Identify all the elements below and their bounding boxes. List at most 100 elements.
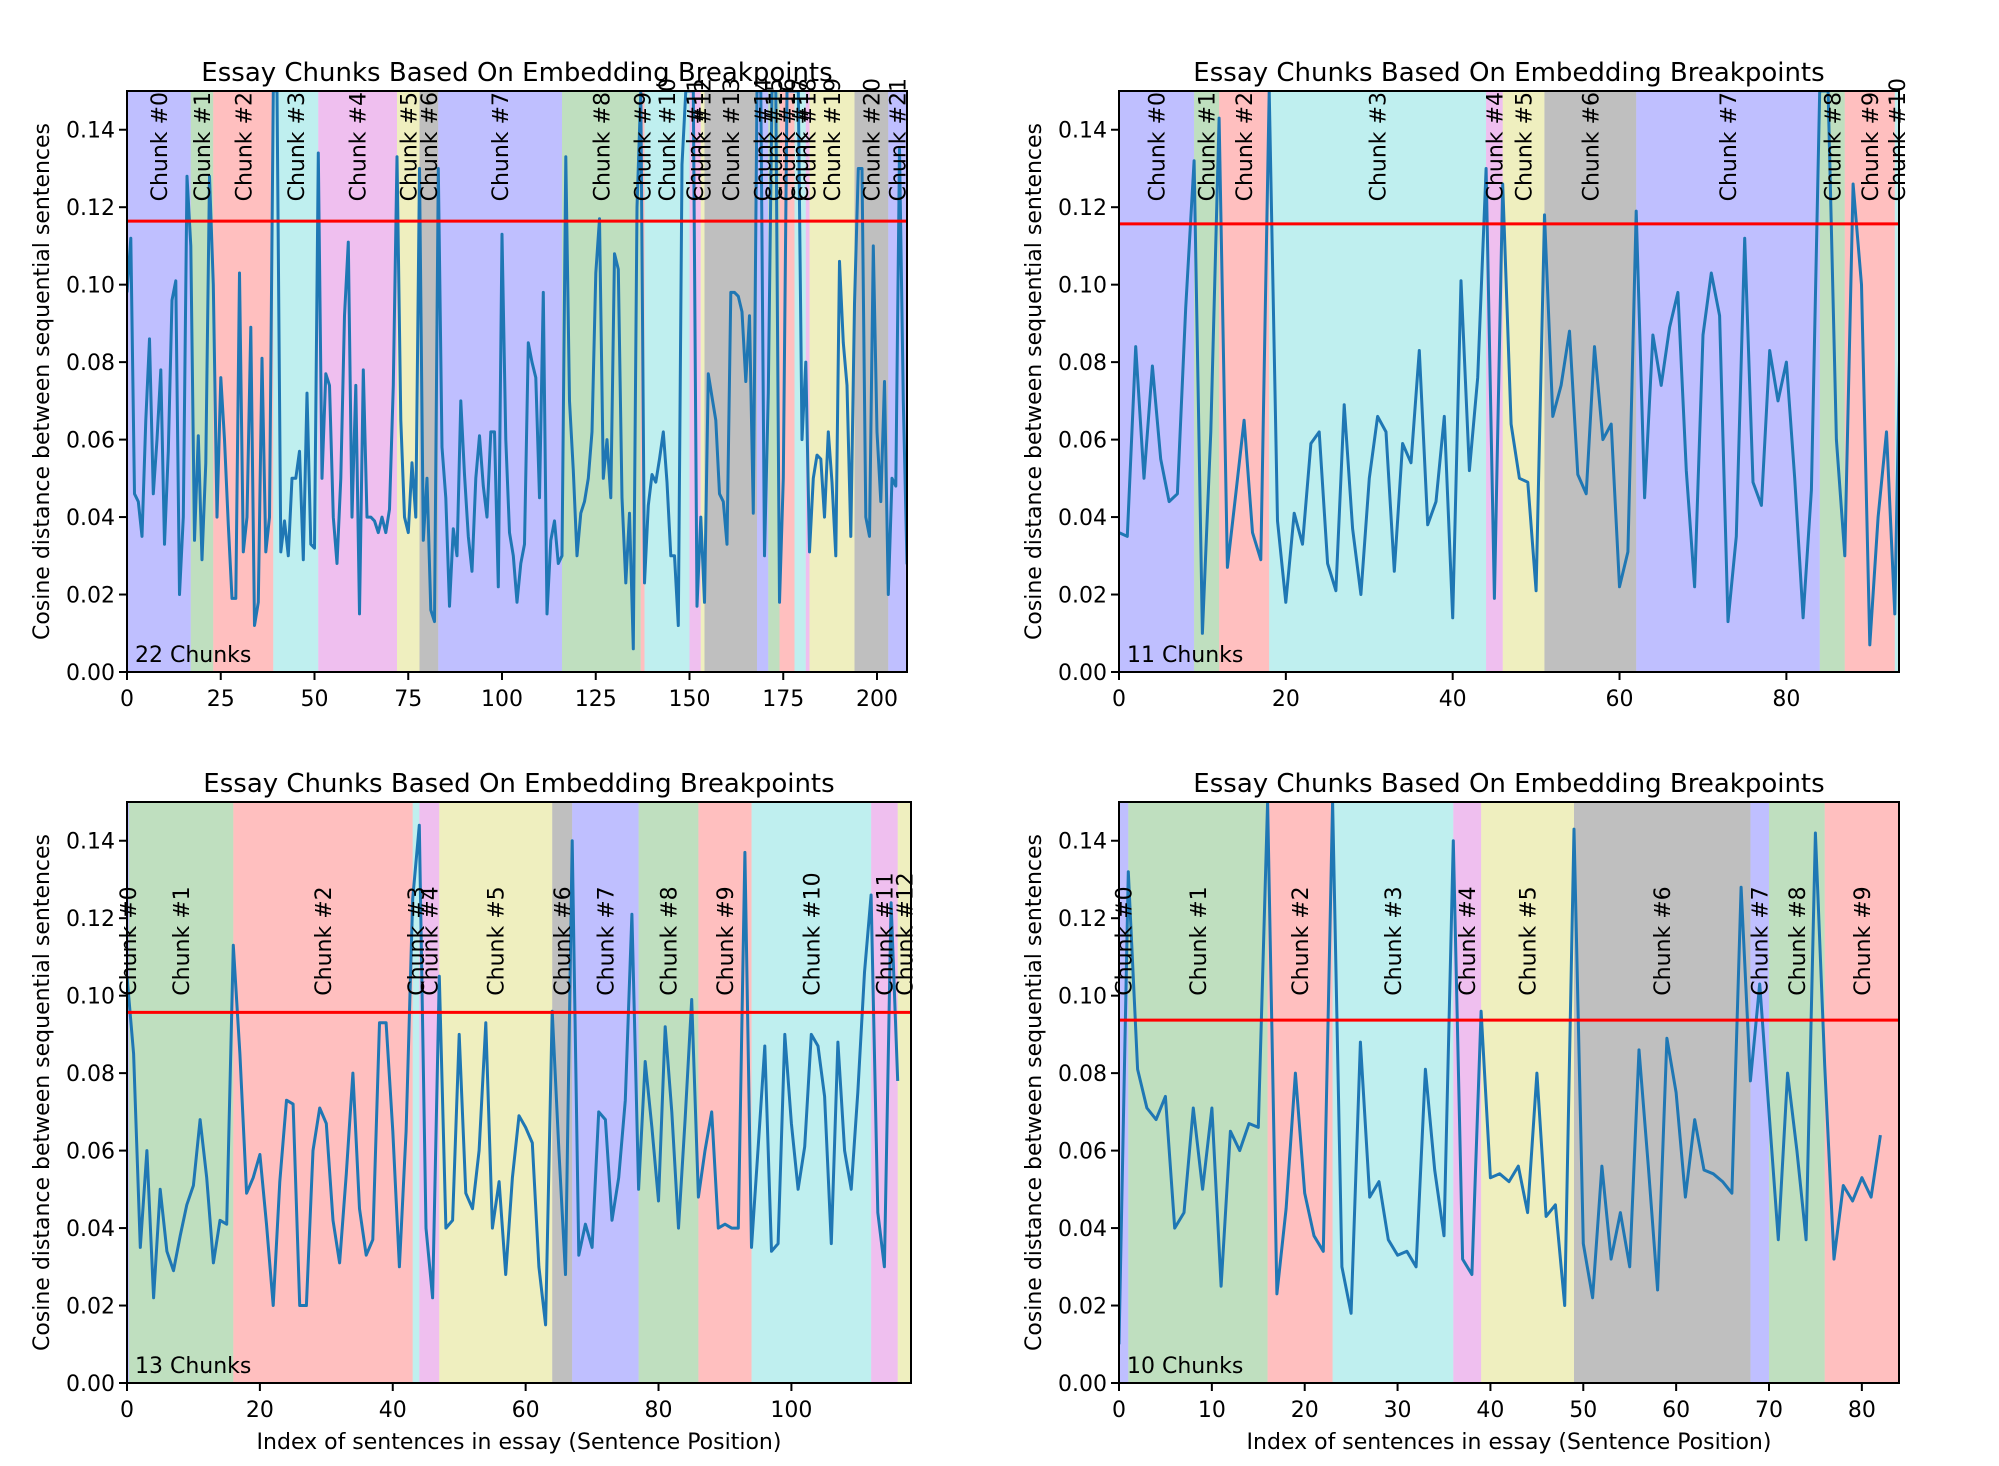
x-tick-label: 50: [1569, 1398, 1597, 1423]
chunk-label: Chunk #3: [1367, 92, 1392, 201]
subplot-1: Chunk #0 Chunk #1 Chunk #2 Chunk #3 Chunk #4…: [1022, 58, 1911, 712]
chunk-label: Chunk #11: [684, 78, 709, 201]
chunk-label: Chunk #17: [789, 78, 814, 201]
y-tick-label: 0.06: [1058, 429, 1107, 454]
y-tick-label: 0.14: [66, 119, 115, 144]
x-tick-label: 0: [120, 1398, 134, 1423]
chunk-label: Chunk #9: [1851, 886, 1876, 995]
chunk-label: Chunk #0: [1146, 92, 1171, 201]
x-tick-label: 175: [762, 687, 804, 712]
y-tick-label: 0.10: [66, 985, 115, 1010]
x-tick-label: 20: [1291, 1398, 1319, 1423]
axes-frame: [1118, 801, 1900, 1384]
x-tick-label: 60: [1606, 687, 1634, 712]
chart-title: Essay Chunks Based On Embedding Breakpoi…: [1193, 58, 1824, 88]
series-line: [127, 823, 900, 1327]
y-tick-label: 0.00: [1058, 1372, 1107, 1397]
chunk-label: Chunk #5: [485, 886, 510, 995]
x-axis-label: Index of sentences in essay (Sentence Po…: [1247, 1430, 1772, 1455]
chunk-span: [1481, 802, 1574, 1383]
chunk-label: Chunk #12: [692, 78, 717, 201]
x-tick-label: 50: [301, 687, 329, 712]
chunk-label: Chunk #6: [418, 92, 443, 201]
chunk-span: [1769, 802, 1825, 1383]
y-tick-label: 0.12: [1058, 196, 1107, 221]
chunk-label: Chunk #8: [590, 92, 615, 201]
chunk-label: Chunk #8: [658, 886, 683, 995]
chunk-label: Chunk #19: [821, 78, 846, 201]
y-tick-label: 0.06: [66, 429, 115, 454]
y-tick-label: 0.06: [1058, 1140, 1107, 1165]
chunk-label: Chunk #8: [1786, 886, 1811, 995]
chunk-label: Chunk #7: [594, 886, 619, 995]
chunk-label: Chunk #2: [1289, 886, 1314, 995]
x-tick-label: 100: [481, 687, 523, 712]
y-tick-label: 0.06: [66, 1140, 115, 1165]
chunk-span: [751, 802, 872, 1383]
y-tick-label: 0.08: [66, 351, 115, 376]
chunk-label: Chunk #1: [191, 92, 216, 201]
chunk-label: Chunk #11: [873, 872, 898, 995]
chart-title: Essay Chunks Based On Embedding Breakpoi…: [201, 58, 832, 88]
y-tick-label: 0.14: [1058, 830, 1107, 855]
chunk-label: Chunk #10: [800, 872, 825, 995]
axes-frame: [1118, 90, 1900, 673]
chunk-span: [1894, 91, 1899, 672]
chunk-label: Chunk #15: [763, 78, 788, 201]
chunk-span: [897, 802, 911, 1383]
chunk-span: [1574, 802, 1751, 1383]
y-tick-label: 0.02: [66, 1295, 115, 1320]
y-tick-label: 0.08: [1058, 1062, 1107, 1087]
x-tick-label: 150: [669, 687, 711, 712]
y-tick-label: 0.02: [1058, 1295, 1107, 1320]
chunk-label: Chunk #4: [418, 886, 443, 995]
series-line: [1119, 802, 1882, 1345]
x-tick-label: 0: [1112, 1398, 1126, 1423]
x-tick-label: 125: [575, 687, 617, 712]
x-tick-label: 80: [1848, 1398, 1876, 1423]
y-tick-label: 0.12: [66, 196, 115, 221]
chunk-label: Chunk #13: [720, 78, 745, 201]
y-tick-label: 0.04: [1058, 506, 1107, 531]
x-tick-label: 200: [856, 687, 898, 712]
y-tick-label: 0.02: [1058, 584, 1107, 609]
y-tick-label: 0.10: [66, 274, 115, 299]
y-tick-label: 0.04: [1058, 1217, 1107, 1242]
y-axis-label: Cosine distance between sequential sente…: [30, 834, 55, 1351]
chunk-label: Chunk #7: [489, 92, 514, 201]
chunk-span: [1219, 91, 1270, 672]
chunk-label: Chunk #1: [1187, 886, 1212, 995]
chunk-label: Chunk #4: [1483, 92, 1508, 201]
chunk-label: Chunk #6: [551, 886, 576, 995]
y-tick-label: 0.02: [66, 584, 115, 609]
series-line: [1119, 91, 1899, 647]
chunk-label: Chunk #14: [752, 78, 777, 201]
chunk-label: Chunk #3: [405, 886, 430, 995]
y-tick-label: 0.14: [66, 830, 115, 855]
chunk-label: Chunk #4: [1456, 886, 1481, 995]
chart-title: Essay Chunks Based On Embedding Breakpoi…: [1193, 769, 1824, 799]
x-tick-label: 10: [1198, 1398, 1226, 1423]
chunk-label: Chunk #4: [347, 92, 372, 201]
chunk-span: [1128, 802, 1268, 1383]
chunk-label: Chunk #1: [1196, 92, 1221, 201]
chunk-span: [412, 802, 420, 1383]
axes-frame: [126, 90, 908, 673]
chunk-span: [1486, 91, 1503, 672]
chunk-label: Chunk #2: [312, 886, 337, 995]
y-tick-label: 0.10: [1058, 985, 1107, 1010]
chunk-count-annotation: 11 Chunks: [1127, 643, 1243, 668]
chunk-span: [1819, 91, 1845, 672]
chunk-span: [397, 91, 420, 672]
chunk-label: Chunk #2: [232, 92, 257, 201]
x-tick-label: 70: [1755, 1398, 1783, 1423]
chunk-label: Chunk #5: [397, 92, 422, 201]
chunk-label: Chunk #0: [148, 92, 173, 201]
chart-title: Essay Chunks Based On Embedding Breakpoi…: [203, 769, 834, 799]
x-tick-label: 20: [246, 1398, 274, 1423]
y-axis-label: Cosine distance between sequential sente…: [30, 123, 55, 640]
subplot-0: Chunk #0 Chunk #1 Chunk #2 Chunk #3 Chunk #4…: [30, 58, 912, 712]
y-tick-label: 0.14: [1058, 119, 1107, 144]
x-tick-label: 0: [120, 687, 134, 712]
